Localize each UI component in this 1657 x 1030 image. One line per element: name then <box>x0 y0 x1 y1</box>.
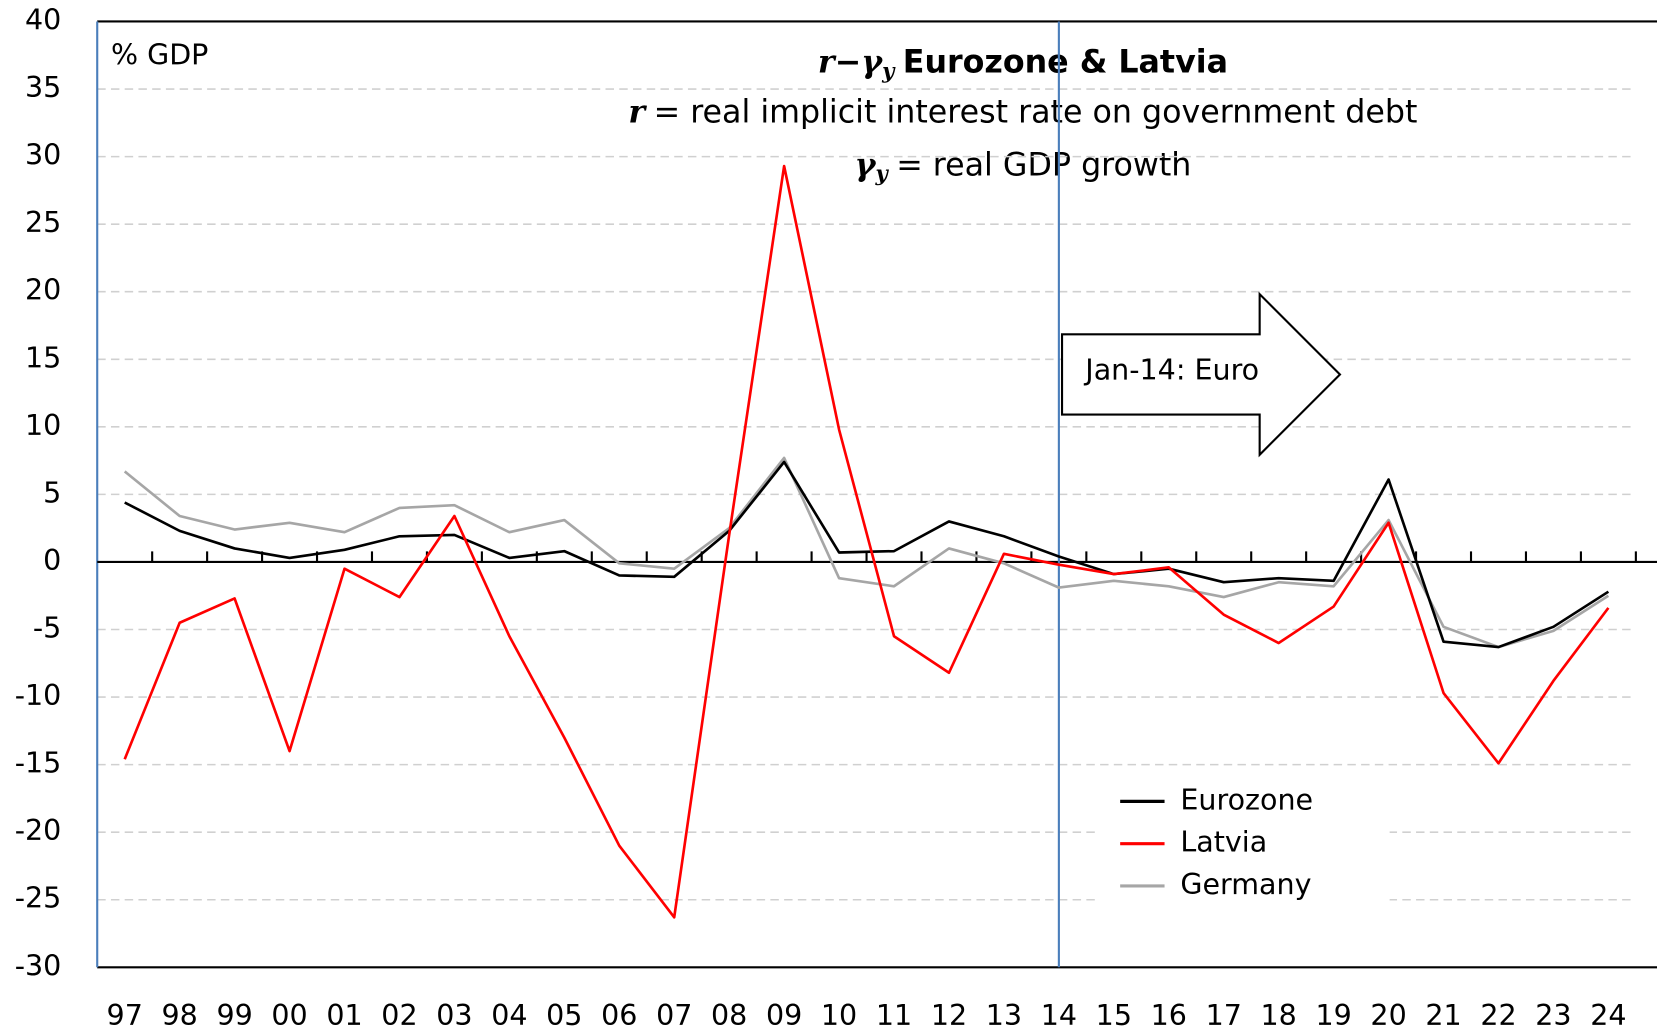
subtitle-text: = real implicit interest rate on governm… <box>654 94 1418 130</box>
x-tick-label: 12 <box>931 999 967 1030</box>
x-tick-label: 97 <box>107 999 143 1030</box>
x-tick-label: 08 <box>711 999 747 1030</box>
subtitle: γy = real GDP growth <box>855 146 1192 185</box>
x-tick-label: 00 <box>271 999 307 1030</box>
x-tick-label: 18 <box>1261 999 1297 1030</box>
y-tick-label: -5 <box>33 612 61 645</box>
x-tick-label: 11 <box>876 999 912 1030</box>
y-tick-label: 35 <box>25 71 61 104</box>
annotation: Jan-14: Euro <box>1083 353 1259 386</box>
x-tick-label: 23 <box>1535 999 1571 1030</box>
x-tick-label: 03 <box>436 999 472 1030</box>
x-tick-label: 98 <box>162 999 198 1030</box>
x-tick-label: 99 <box>216 999 252 1030</box>
x-tick-label: 22 <box>1480 999 1516 1030</box>
series-line <box>123 456 1610 649</box>
y-tick-label: -10 <box>15 679 62 712</box>
x-tick-label: 04 <box>491 999 527 1030</box>
subtitle-symbol: γ <box>855 146 878 183</box>
x-tick-label: 19 <box>1315 999 1351 1030</box>
series-line <box>123 164 1610 919</box>
x-tick-label: 21 <box>1425 999 1461 1030</box>
y-tick-label: 20 <box>25 274 61 307</box>
legend-label: Eurozone <box>1180 783 1313 816</box>
x-tick-label: 15 <box>1096 999 1132 1030</box>
y-tick-label: -30 <box>15 949 62 982</box>
x-tick-label: 06 <box>601 999 637 1030</box>
legend-label: Germany <box>1180 868 1311 901</box>
chart-title: r−γy Eurozone & Latvia <box>818 43 1228 82</box>
subtitle: r = real implicit interest rate on govern… <box>628 93 1417 130</box>
y-tick-label: 0 <box>43 544 61 577</box>
annotation-arrow <box>1060 291 1342 458</box>
y-tick-label: -25 <box>15 882 62 915</box>
y-tick-label: 30 <box>25 139 61 172</box>
x-tick-label: 02 <box>381 999 417 1030</box>
title-symbol-sub: y <box>881 58 896 83</box>
title-symbol: r−γ <box>818 43 884 80</box>
x-tick-label: 10 <box>821 999 857 1030</box>
subtitle-text: = real GDP growth <box>896 147 1191 183</box>
y-tick-label: 25 <box>25 206 61 239</box>
y-tick-label: -20 <box>15 814 62 847</box>
series-line <box>124 460 1610 649</box>
y-tick-label: 10 <box>25 409 61 442</box>
y-tick-label: 40 <box>25 3 61 36</box>
x-tick-label: 01 <box>326 999 362 1030</box>
unit-label: % GDP <box>111 38 208 71</box>
y-tick-label: -15 <box>15 747 62 780</box>
x-tick-label: 24 <box>1590 999 1626 1030</box>
x-tick-label: 16 <box>1151 999 1187 1030</box>
x-tick-label: 20 <box>1370 999 1406 1030</box>
subtitle-symbol-sub: y <box>874 160 889 185</box>
x-tick-label: 14 <box>1041 999 1077 1030</box>
y-tick-label: 5 <box>43 476 61 509</box>
legend-label: Latvia <box>1180 826 1267 859</box>
x-tick-label: 13 <box>986 999 1022 1030</box>
subtitle-symbol: r <box>628 93 647 130</box>
x-tick-label: 09 <box>766 999 802 1030</box>
title-text: Eurozone & Latvia <box>903 45 1228 81</box>
x-tick-label: 05 <box>546 999 582 1030</box>
x-tick-label: 07 <box>656 999 692 1030</box>
x-tick-label: 17 <box>1206 999 1242 1030</box>
y-tick-label: 15 <box>25 341 61 374</box>
